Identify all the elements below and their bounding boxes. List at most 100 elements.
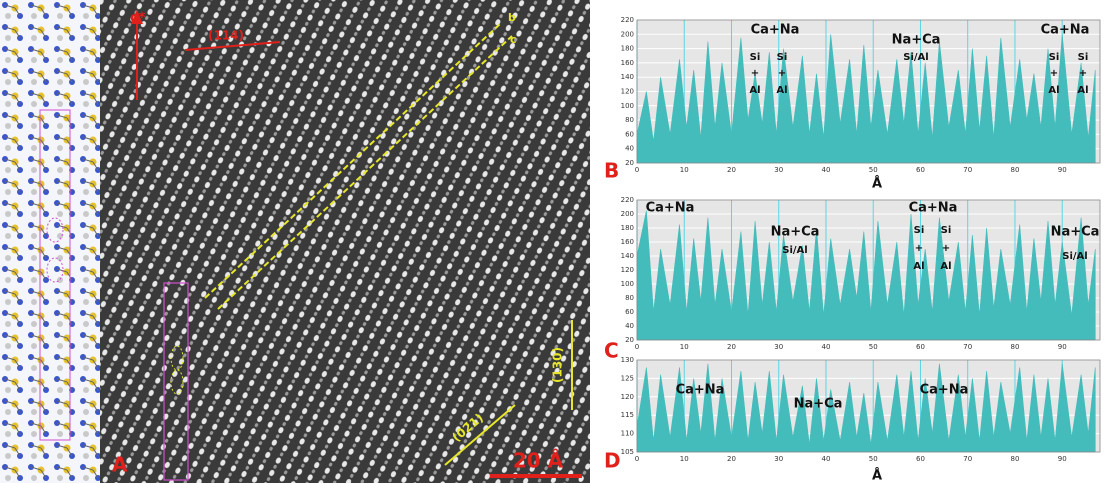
x-tick-label: 70 bbox=[963, 455, 972, 463]
annotation: Ca+Na bbox=[1041, 23, 1090, 38]
annotation: Al bbox=[1077, 85, 1088, 96]
annotation: Al bbox=[749, 85, 760, 96]
y-tick-label: 40 bbox=[625, 322, 634, 330]
x-tick-label: 0 bbox=[635, 455, 639, 463]
x-tick-label: 0 bbox=[635, 343, 639, 351]
annotation: + bbox=[751, 68, 759, 79]
annotation: Si/Al bbox=[903, 52, 928, 63]
x-tick-label: 90 bbox=[1058, 343, 1067, 351]
x-tick-label: 20 bbox=[727, 455, 736, 463]
annotation: Ca+Na bbox=[920, 383, 969, 398]
profile-line bbox=[217, 35, 513, 310]
y-tick-label: 125 bbox=[621, 374, 634, 382]
cavity bbox=[170, 345, 184, 371]
x-tick-label: 50 bbox=[869, 455, 878, 463]
annotation: Ca+Na bbox=[909, 201, 958, 216]
annotation: Na+Ca bbox=[794, 397, 843, 412]
scale-bar bbox=[490, 474, 582, 478]
annotation: Na+Ca bbox=[892, 33, 941, 48]
y-tick-label: 140 bbox=[621, 73, 634, 81]
x-tick-label: 10 bbox=[680, 343, 689, 351]
y-tick-label: 80 bbox=[625, 116, 634, 124]
annotation: Ca+Na bbox=[676, 383, 725, 398]
axis-label: c* bbox=[130, 10, 146, 26]
y-tick-label: 20 bbox=[625, 336, 634, 344]
y-tick-label: 160 bbox=[621, 59, 634, 67]
annotation: Na+Ca bbox=[771, 225, 820, 240]
y-tick-label: 20 bbox=[625, 159, 634, 167]
annotation: Ca+Na bbox=[646, 201, 695, 216]
x-tick-label: 80 bbox=[1010, 343, 1019, 351]
annotation: Si bbox=[1078, 52, 1089, 63]
y-tick-label: 130 bbox=[621, 356, 634, 364]
annotation: + bbox=[778, 68, 786, 79]
annotation: Al bbox=[1048, 85, 1059, 96]
panel-label: B bbox=[604, 159, 619, 183]
y-tick-label: 200 bbox=[621, 210, 634, 218]
x-tick-label: 90 bbox=[1058, 455, 1067, 463]
crystal-model bbox=[0, 0, 100, 483]
annotation: + bbox=[942, 243, 950, 254]
y-tick-label: 120 bbox=[621, 266, 634, 274]
annotation: Si/Al bbox=[1062, 251, 1087, 262]
annotation: Si bbox=[1049, 52, 1060, 63]
plane-label: (114) bbox=[208, 29, 244, 43]
x-tick-label: 40 bbox=[822, 455, 831, 463]
panel-a: c* (114) b c (130) (02̄1) 20 Å A bbox=[0, 0, 590, 483]
y-tick-label: 60 bbox=[625, 130, 634, 138]
line-label: c bbox=[510, 33, 517, 46]
plane-line bbox=[184, 41, 281, 51]
x-axis-label: Å bbox=[872, 176, 882, 192]
y-tick-label: 160 bbox=[621, 238, 634, 246]
annotation: + bbox=[1050, 68, 1058, 79]
cavity bbox=[170, 369, 184, 395]
x-tick-label: 30 bbox=[774, 343, 783, 351]
panel-label: A bbox=[112, 453, 128, 477]
unit-cell-box bbox=[39, 109, 71, 441]
arrow-head bbox=[131, 10, 143, 24]
x-tick-label: 30 bbox=[774, 455, 783, 463]
annotation: Si bbox=[914, 225, 925, 236]
annotation: + bbox=[1079, 68, 1087, 79]
y-tick-label: 40 bbox=[625, 145, 634, 153]
y-tick-label: 80 bbox=[625, 294, 634, 302]
x-tick-label: 80 bbox=[1010, 166, 1019, 174]
profile-line bbox=[204, 23, 501, 299]
x-tick-label: 0 bbox=[635, 166, 639, 174]
x-tick-label: 60 bbox=[916, 166, 925, 174]
y-tick-label: 100 bbox=[621, 280, 634, 288]
x-tick-label: 60 bbox=[916, 455, 925, 463]
x-tick-label: 40 bbox=[822, 166, 831, 174]
cavity bbox=[46, 217, 64, 243]
annotation: Al bbox=[776, 85, 787, 96]
y-tick-label: 115 bbox=[621, 411, 634, 419]
scale-label: 20 Å bbox=[513, 449, 564, 473]
plot-frame bbox=[636, 199, 1101, 341]
panel-label: D bbox=[604, 449, 621, 473]
y-tick-label: 120 bbox=[621, 88, 634, 96]
x-tick-label: 70 bbox=[963, 166, 972, 174]
panel-label: C bbox=[604, 339, 619, 363]
annotation: Na+Ca bbox=[1051, 225, 1100, 240]
profile-chart: 20 40 60 80 100 120 140 160 180 200 220 0 10 20 30 40 50… bbox=[604, 196, 1101, 363]
x-tick-label: 20 bbox=[727, 166, 736, 174]
x-tick-label: 50 bbox=[869, 343, 878, 351]
x-tick-label: 10 bbox=[680, 455, 689, 463]
x-tick-label: 30 bbox=[774, 166, 783, 174]
y-tick-label: 120 bbox=[621, 393, 634, 401]
annotation: Si bbox=[777, 52, 788, 63]
plot-frame bbox=[636, 359, 1101, 453]
profile-chart: 105 110 115 120 125 130 0 10 20 30 40 50 60 70 80 90 Ca+… bbox=[604, 356, 1101, 483]
x-tick-label: 20 bbox=[727, 343, 736, 351]
plane-line bbox=[444, 404, 516, 466]
annotation: Ca+Na bbox=[751, 23, 800, 38]
y-tick-label: 140 bbox=[621, 252, 634, 260]
y-tick-label: 110 bbox=[621, 430, 634, 438]
y-tick-label: 180 bbox=[621, 45, 634, 53]
annotation: Al bbox=[940, 261, 951, 272]
profile-area bbox=[636, 363, 1096, 453]
x-tick-label: 40 bbox=[822, 343, 831, 351]
y-tick-label: 60 bbox=[625, 308, 634, 316]
annotation: Al bbox=[913, 261, 924, 272]
